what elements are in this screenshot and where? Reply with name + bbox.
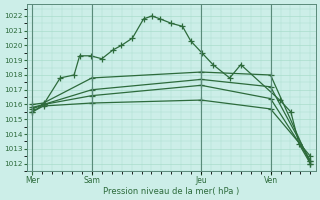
X-axis label: Pression niveau de la mer( hPa ): Pression niveau de la mer( hPa ) xyxy=(103,187,239,196)
